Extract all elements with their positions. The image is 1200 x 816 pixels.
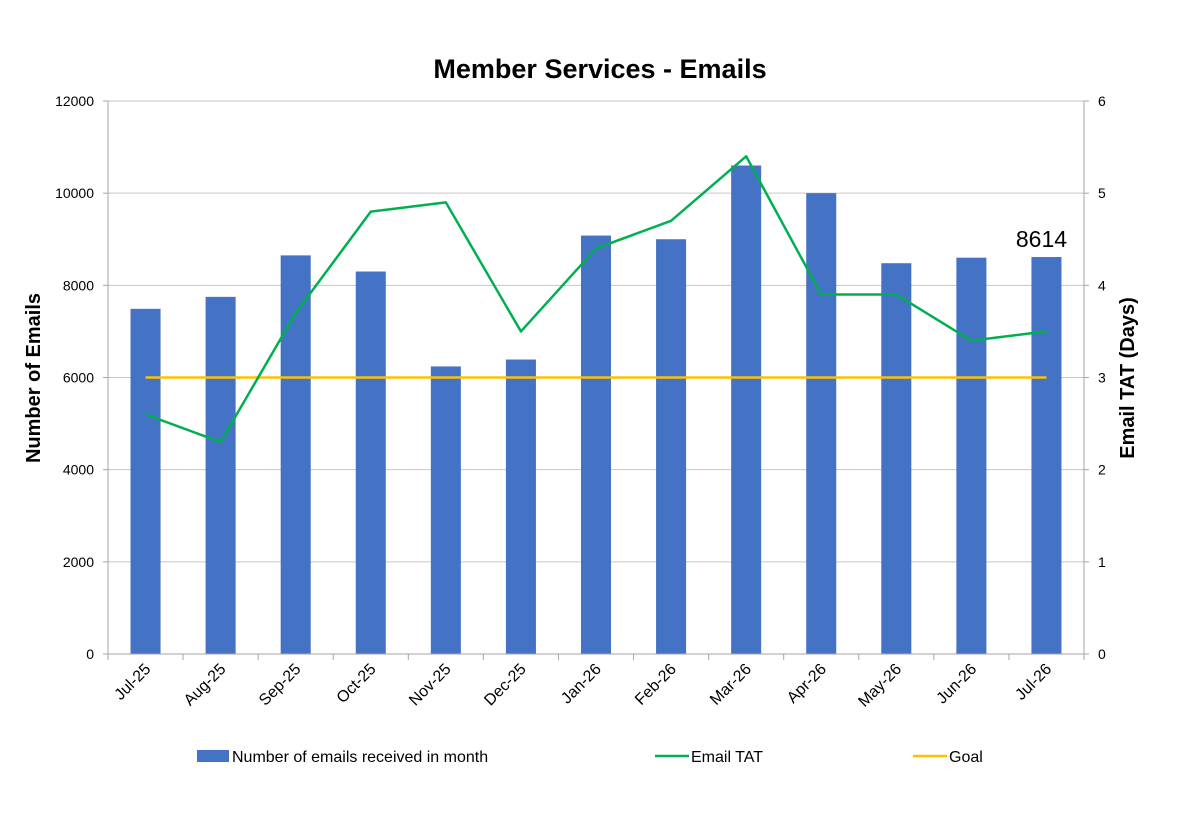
bar	[881, 263, 912, 654]
bar	[430, 366, 461, 654]
y-tick-label: 10000	[55, 185, 94, 201]
x-tick-label: Jul-25	[112, 661, 155, 704]
y2-tick-label: 1	[1098, 554, 1106, 570]
bar	[656, 239, 687, 654]
legend-label: Goal	[949, 749, 983, 766]
y-tick-label: 6000	[63, 370, 94, 386]
bar	[280, 255, 311, 655]
bar	[731, 165, 762, 654]
bar	[580, 235, 612, 654]
y-tick-label: 0	[86, 646, 94, 662]
legend-swatch-bars	[197, 750, 229, 762]
y-tick-label: 4000	[63, 462, 94, 478]
y-axis-title: Number of Emails	[23, 293, 45, 463]
bar	[1031, 257, 1062, 654]
y2-tick-label: 0	[1098, 646, 1106, 662]
x-tick-label: Feb-26	[632, 661, 680, 709]
legend-label: Email TAT	[691, 749, 763, 766]
x-tick-label: Mar-26	[707, 661, 755, 709]
annotation-layer: 8614	[1016, 226, 1067, 252]
x-tick-label: Nov-25	[406, 661, 455, 710]
x-tick-label: Aug-25	[181, 661, 230, 710]
bar-layer	[130, 165, 1062, 655]
tat-line	[145, 155, 1047, 444]
y2-axis-title: Email TAT (Days)	[1117, 297, 1139, 459]
y2-tick-label: 4	[1098, 277, 1106, 293]
x-tick-label: Jul-26	[1012, 661, 1055, 704]
y2-tick-label: 5	[1098, 185, 1106, 201]
y-tick-label: 8000	[63, 277, 94, 293]
bar	[205, 296, 236, 654]
x-tick-label: Apr-26	[784, 661, 830, 707]
x-tick-label: Jun-26	[934, 661, 981, 708]
y-tick-label: 12000	[55, 93, 94, 109]
legend-label: Number of emails received in month	[232, 749, 488, 766]
y2-tick-label: 6	[1098, 93, 1106, 109]
x-tick-label: May-26	[855, 661, 905, 711]
line-layer	[145, 155, 1047, 444]
legend-layer: Number of emails received in month Email …	[197, 749, 983, 766]
y-tick-label: 2000	[63, 554, 94, 570]
x-tick-label: Jan-26	[558, 661, 605, 708]
bar	[355, 271, 386, 654]
x-tick-label: Dec-25	[481, 661, 530, 710]
bar	[806, 193, 837, 654]
chart-title: Member Services - Emails	[433, 54, 766, 84]
y2-tick-label: 2	[1098, 462, 1106, 478]
data-label: 8614	[1016, 226, 1067, 252]
y2-tick-label: 3	[1098, 370, 1106, 386]
axis-layer	[103, 100, 1089, 660]
x-tick-label: Sep-25	[256, 661, 305, 710]
bar	[505, 359, 536, 654]
x-tick-label: Oct-25	[334, 661, 380, 707]
bar	[130, 308, 161, 654]
bar	[956, 257, 987, 654]
